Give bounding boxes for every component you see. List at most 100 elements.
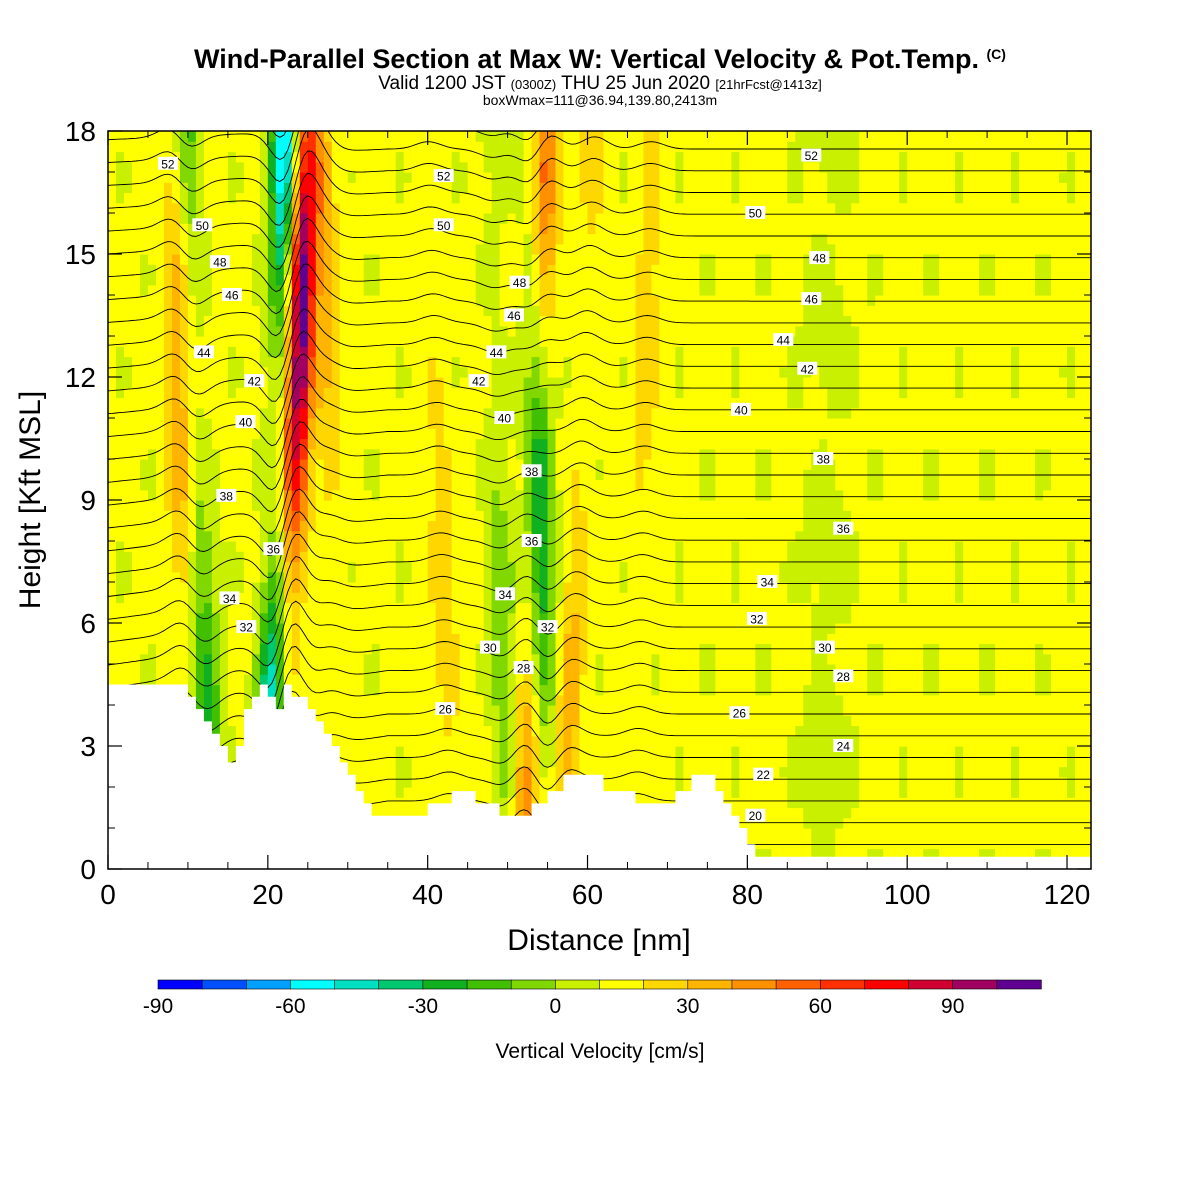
- velocity-cell: [291, 479, 301, 491]
- velocity-cell: [483, 161, 493, 173]
- velocity-cell: [611, 633, 621, 645]
- velocity-cell: [267, 530, 277, 542]
- velocity-cell: [259, 520, 269, 532]
- velocity-cell: [307, 684, 317, 696]
- velocity-cell: [147, 653, 157, 665]
- velocity-cell: [387, 530, 397, 542]
- velocity-cell: [339, 202, 349, 214]
- velocity-cell: [108, 161, 117, 173]
- velocity-cell: [435, 161, 445, 173]
- velocity-cell: [571, 766, 581, 778]
- velocity-cell: [595, 612, 605, 624]
- velocity-cell: [459, 541, 469, 552]
- velocity-cell: [243, 366, 253, 378]
- velocity-cell: [371, 213, 381, 224]
- velocity-cell: [515, 387, 525, 399]
- velocity-cell: [539, 592, 549, 604]
- velocity-cell: [331, 223, 341, 235]
- velocity-cell: [491, 161, 501, 173]
- velocity-cell: [171, 325, 181, 337]
- velocity-cell: [515, 807, 525, 819]
- velocity-cell: [507, 295, 517, 306]
- velocity-cell: [371, 551, 381, 563]
- velocity-cell: [219, 366, 229, 378]
- velocity-cell: [195, 653, 205, 665]
- velocity-cell: [539, 305, 549, 317]
- velocity-cell: [139, 305, 149, 317]
- velocity-cell: [235, 161, 245, 173]
- velocity-cell: [323, 131, 333, 142]
- velocity-cell: [171, 336, 181, 347]
- velocity-cell: [467, 602, 477, 614]
- velocity-cell: [563, 233, 573, 245]
- velocity-cell: [155, 305, 165, 317]
- velocity-cell: [571, 694, 581, 706]
- velocity-cell: [187, 541, 197, 552]
- velocity-cell: [379, 377, 389, 388]
- velocity-cell: [131, 674, 141, 686]
- velocity-cell: [483, 766, 493, 778]
- velocity-cell: [587, 243, 597, 255]
- velocity-cell: [203, 633, 213, 645]
- velocity-cell: [243, 172, 253, 183]
- velocity-cell: [475, 161, 485, 173]
- velocity-cell: [547, 489, 557, 501]
- velocity-cell: [227, 756, 237, 768]
- velocity-cell: [443, 756, 453, 768]
- velocity-cell: [563, 500, 573, 511]
- velocity-cell: [147, 356, 157, 368]
- velocity-cell: [379, 623, 389, 634]
- velocity-cell: [259, 295, 269, 306]
- velocity-cell: [123, 602, 133, 614]
- velocity-cell: [171, 623, 181, 634]
- velocity-cell: [603, 346, 613, 358]
- velocity-cell: [539, 479, 549, 491]
- velocity-cell: [243, 459, 253, 470]
- velocity-cell: [507, 746, 517, 757]
- velocity-cell: [547, 264, 557, 276]
- velocity-cell: [115, 623, 125, 634]
- velocity-cell: [139, 418, 149, 429]
- velocity-cell: [108, 438, 117, 450]
- velocity-cell: [627, 469, 637, 481]
- velocity-cell: [307, 377, 317, 388]
- velocity-cell: [459, 602, 469, 614]
- velocity-cell: [483, 602, 493, 614]
- velocity-cell: [267, 243, 277, 255]
- velocity-cell: [387, 397, 397, 409]
- velocity-cell: [571, 705, 581, 716]
- velocity-cell: [483, 243, 493, 255]
- velocity-cell: [475, 469, 485, 481]
- velocity-cell: [379, 172, 389, 183]
- velocity-cell: [563, 756, 573, 768]
- velocity-cell: [203, 295, 213, 306]
- velocity-cell: [451, 633, 461, 645]
- velocity-cell: [651, 192, 661, 204]
- velocity-cell: [299, 633, 309, 645]
- velocity-cell: [619, 305, 629, 317]
- velocity-cell: [563, 438, 573, 450]
- velocity-cell: [315, 571, 325, 583]
- velocity-cell: [475, 172, 485, 183]
- velocity-cell: [411, 192, 421, 204]
- velocity-cell: [435, 243, 445, 255]
- velocity-cell: [347, 766, 357, 778]
- velocity-cell: [627, 500, 637, 511]
- velocity-cell: [603, 766, 613, 778]
- velocity-cell: [403, 633, 413, 645]
- velocity-cell: [267, 448, 277, 460]
- velocity-cell: [339, 213, 349, 224]
- velocity-cell: [179, 469, 189, 481]
- velocity-cell: [531, 612, 541, 624]
- velocity-cell: [323, 233, 333, 245]
- velocity-cell: [339, 377, 349, 388]
- velocity-cell: [491, 295, 501, 306]
- velocity-cell: [507, 705, 517, 716]
- velocity-cell: [283, 489, 293, 501]
- velocity-cell: [379, 469, 389, 481]
- velocity-cell: [555, 766, 565, 778]
- velocity-cell: [339, 223, 349, 235]
- velocity-cell: [251, 243, 261, 255]
- velocity-cell: [267, 254, 277, 265]
- velocity-cell: [139, 428, 149, 440]
